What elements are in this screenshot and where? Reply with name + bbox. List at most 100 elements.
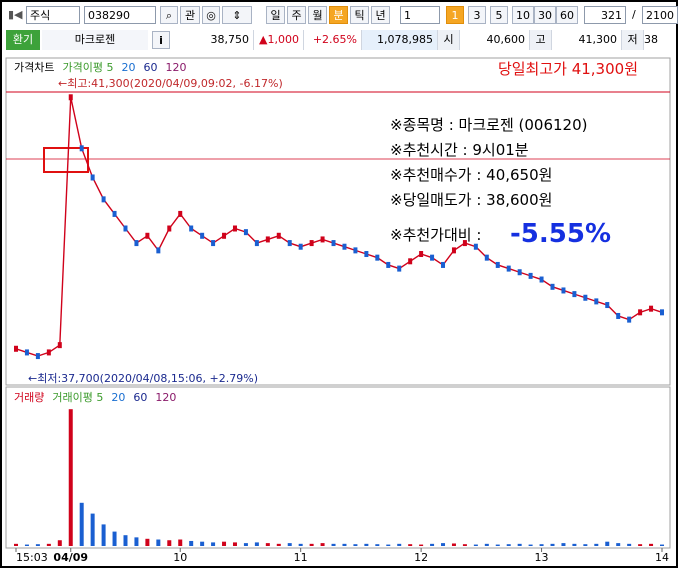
volume-bar <box>243 543 248 546</box>
period-button[interactable]: 틱 <box>350 6 369 24</box>
volume-bar <box>331 543 336 546</box>
volume-bar <box>79 502 84 546</box>
info-button[interactable]: i <box>152 31 170 49</box>
volume-bar <box>276 543 281 546</box>
low-label: 저 <box>622 30 644 50</box>
candle <box>430 254 435 261</box>
volume-bar <box>134 537 139 546</box>
candle <box>309 240 314 247</box>
legend-item: 120 <box>165 61 186 74</box>
legend-item: 가격이평 5 <box>62 61 113 74</box>
volume-bar <box>462 544 467 546</box>
candle <box>397 265 402 272</box>
legend-item: 20 <box>111 391 125 404</box>
period-button[interactable]: 일 <box>266 6 285 24</box>
volume-bar <box>298 543 303 546</box>
candle <box>254 240 259 247</box>
candle <box>550 283 555 290</box>
volume-bar <box>616 543 621 546</box>
volume-bar <box>649 543 654 546</box>
high: 41,300 <box>552 30 622 50</box>
x-tick-label: 15:03 <box>16 551 48 564</box>
watch-button[interactable]: 관 <box>180 6 200 24</box>
icon: ▮◀ <box>8 8 23 21</box>
volume-pane <box>5 386 671 549</box>
candle <box>112 210 117 217</box>
minute-button[interactable]: 3 <box>468 6 486 24</box>
legend-item: 가격차트 <box>14 61 54 74</box>
total-input[interactable]: 2100 <box>642 6 678 24</box>
min-note: ←최저:37,700(2020/04/08,15:06, +2.79%) <box>28 372 258 385</box>
x-tick-label: 14 <box>655 551 669 564</box>
volume-bar <box>572 543 577 546</box>
candle <box>484 254 489 261</box>
candle <box>276 232 281 239</box>
minute-button[interactable]: 30 <box>534 6 556 24</box>
candle <box>178 210 183 217</box>
today-high: 당일최고가 41,300원 <box>498 60 638 78</box>
legend-item: 120 <box>155 391 176 404</box>
volume-bar <box>101 524 106 546</box>
volume-bar <box>605 541 610 546</box>
period-button[interactable]: 년 <box>371 6 390 24</box>
minute-button[interactable]: 60 <box>556 6 578 24</box>
candle <box>79 145 84 152</box>
minute-button[interactable]: 1 <box>446 6 464 24</box>
candle <box>506 265 511 272</box>
candle <box>353 247 358 254</box>
volume-bar <box>638 544 643 546</box>
max-note: ←최고:41,300(2020/04/09,09:02, -6.17%) <box>58 77 283 90</box>
volume-bar <box>254 542 259 546</box>
open: 40,600 <box>460 30 530 50</box>
period-button[interactable]: 월 <box>308 6 327 24</box>
change: ▲1,000 <box>254 30 304 50</box>
period-button[interactable]: 주 <box>287 6 306 24</box>
volume-bar <box>660 544 664 546</box>
volume-bar <box>627 543 632 546</box>
volume-bar <box>517 543 522 546</box>
candle <box>649 305 654 312</box>
volume-bar <box>342 543 347 546</box>
volume-bar <box>35 544 40 546</box>
price-pane <box>5 57 671 386</box>
candle <box>200 232 205 239</box>
stock-name: 마크로젠 <box>42 30 148 50</box>
candle <box>211 240 216 247</box>
search-button[interactable]: ⌕ <box>160 6 178 24</box>
volume-bar <box>189 540 194 546</box>
candle <box>265 236 270 243</box>
volume-bar <box>539 544 544 546</box>
candle <box>375 254 380 261</box>
candle <box>616 312 621 319</box>
volume-bar <box>495 544 500 546</box>
volume: 1,078,985 <box>362 30 438 50</box>
candle <box>627 316 632 323</box>
volume-bar <box>561 543 566 546</box>
option-button[interactable]: ◎ <box>202 6 220 24</box>
candle <box>342 243 347 250</box>
code-input[interactable]: 038290 <box>84 6 156 24</box>
separator: / <box>632 8 636 21</box>
volume-bar <box>419 544 424 546</box>
candle <box>14 345 18 352</box>
candle <box>232 225 237 232</box>
legend-item: 20 <box>121 61 135 74</box>
market-select[interactable]: 주식 <box>26 6 80 24</box>
badge: 환기 <box>6 30 40 50</box>
highlight: -5.55% <box>510 219 611 249</box>
count-input[interactable]: 321 <box>584 6 626 24</box>
minute-button[interactable]: 5 <box>490 6 508 24</box>
interval-select[interactable]: 1 <box>400 6 440 24</box>
candle <box>243 229 248 236</box>
period-button[interactable]: 분 <box>329 6 348 24</box>
spin-button[interactable]: ⇕ <box>222 6 252 24</box>
volume-bar <box>46 543 51 546</box>
volume-bar <box>364 543 369 546</box>
candle <box>660 309 664 316</box>
candle <box>46 349 51 356</box>
x-tick-label: 13 <box>535 551 549 564</box>
minute-button[interactable]: 10 <box>512 6 534 24</box>
candle <box>57 342 62 349</box>
candle <box>605 302 610 309</box>
volume-bar <box>473 544 478 546</box>
